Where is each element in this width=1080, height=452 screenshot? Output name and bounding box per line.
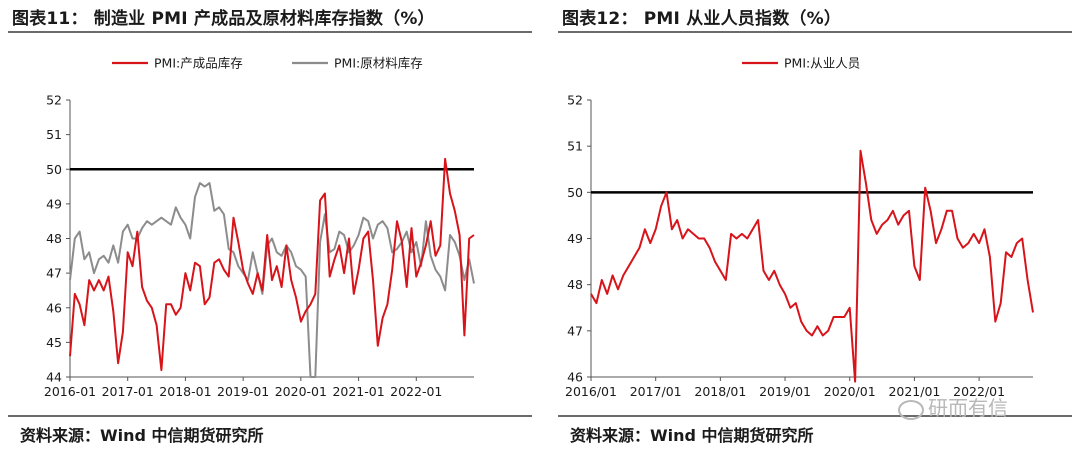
inventory-y-tick-label: 48	[46, 231, 62, 246]
employment-series-line-red	[590, 149, 1034, 383]
inventory-legend-label-1: PMI:原材料库存	[334, 56, 423, 71]
right-source-divider	[558, 415, 1072, 417]
employment-y-tick-label: 50	[567, 185, 583, 200]
inventory-y-tick-label: 49	[46, 196, 62, 211]
employment-y-tick-label: 47	[567, 323, 583, 338]
employment-x-tick-label: 2017/01	[630, 384, 682, 399]
employment-x-tick-label: 2020/01	[824, 384, 876, 399]
watermark: 研而有信	[898, 392, 1008, 421]
employment-legend-label-0: PMI:从业人员	[784, 56, 860, 71]
inventory-y-tick-label: 51	[46, 127, 62, 142]
inventory-x-tick-label: 2021-01	[332, 384, 384, 399]
inventory-y-tick-label: 46	[46, 300, 62, 315]
inventory-x-tick-label: 2020-01	[275, 384, 327, 399]
inventory-x-tick-label: 2017-01	[102, 384, 154, 399]
inventory-legend-label-0: PMI:产成品库存	[154, 56, 243, 71]
employment-chart: 46 47 48 49 50 51 52 2016/01 2017/01 2018/01 2019/…	[565, 56, 1034, 399]
inventory-x-tick-label: 2016-01	[44, 384, 96, 399]
employment-y-tick-label: 51	[567, 139, 583, 154]
employment-x-tick-label: 2022/01	[953, 384, 1005, 399]
employment-y-tick-label: 46	[567, 370, 583, 385]
right-source-note: 资料来源：Wind 中信期货研究所	[570, 426, 814, 445]
right-panel: 图表12： PMI 从业人员指数（%） 46 47 48 49 50 51 52 2016/0…	[550, 0, 1080, 452]
inventory-y-tick-label: 52	[46, 93, 62, 108]
inventory-series-line-red	[69, 157, 475, 372]
employment-x-tick-label: 2019/01	[759, 384, 811, 399]
inventory-y-tick-label: 47	[46, 266, 62, 281]
inventory-x-tick-label: 2018-01	[159, 384, 211, 399]
right-title-divider	[558, 31, 1072, 33]
left-source-note: 资料来源：Wind 中信期货研究所	[20, 426, 264, 445]
inventory-x-tick-label: 2022-01	[390, 384, 442, 399]
inventory-x-tick-label: 2019-01	[217, 384, 269, 399]
employment-x-tick-label: 2016/01	[565, 384, 617, 399]
watermark-text: 研而有信	[928, 396, 1008, 420]
left-title-divider	[8, 31, 532, 33]
employment-x-tick-label: 2018/01	[694, 384, 746, 399]
employment-y-tick-label: 49	[567, 231, 583, 246]
inventory-y-tick-label: 45	[46, 335, 62, 350]
employment-y-tick-label: 48	[567, 277, 583, 292]
inventory-y-tick-label: 44	[46, 370, 62, 385]
inventory-y-tick-label: 50	[46, 162, 62, 177]
wechat-icon	[898, 399, 924, 420]
inventory-chart: 44 45 46 47 48 49 50 51 52 2016-01 2017-01 2018-01 2…	[44, 56, 475, 399]
employment-y-tick-label: 52	[567, 93, 583, 108]
employment-x-tick-label: 2021/01	[888, 384, 940, 399]
right-chart-title: 图表12： PMI 从业人员指数（%）	[562, 9, 842, 29]
left-chart-title: 图表11： 制造业 PMI 产成品及原材料库存指数（%）	[12, 9, 435, 29]
left-panel: 图表11： 制造业 PMI 产成品及原材料库存指数（%） 44 45 46 47 48 4…	[8, 9, 532, 445]
left-source-divider	[8, 415, 532, 417]
